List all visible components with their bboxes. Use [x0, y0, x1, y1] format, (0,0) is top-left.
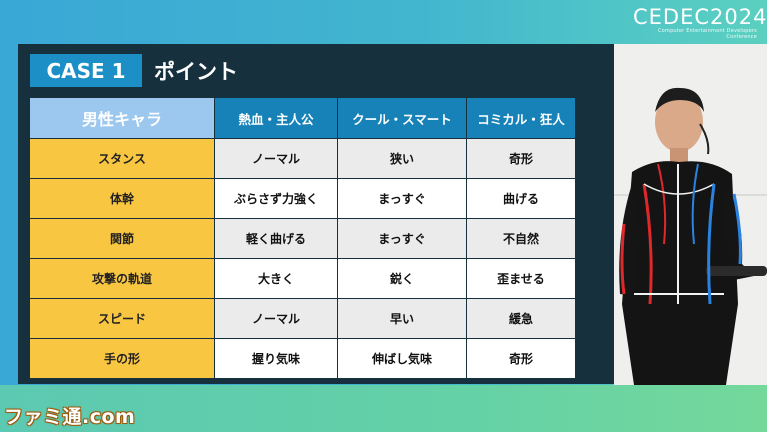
table-cell: 曲げる: [467, 179, 575, 218]
famitsu-watermark: ファミ通.com: [4, 406, 136, 428]
table-cell: 奇形: [467, 339, 575, 378]
row-header: 攻撃の軌道: [30, 259, 214, 298]
row-header: スタンス: [30, 139, 214, 178]
speaker-camera-feed: [614, 44, 767, 385]
column-header: 熱血・主人公: [215, 98, 337, 138]
table-cell: 早い: [338, 299, 466, 338]
row-header: 関節: [30, 219, 214, 258]
table-cell: ノーマル: [215, 299, 337, 338]
comparison-table: 男性キャラ 熱血・主人公 クール・スマート コミカル・狂人 スタンス ノーマル …: [30, 98, 575, 378]
table-cell: 鋭く: [338, 259, 466, 298]
cedec-wordmark: CEDEC2024: [633, 5, 767, 29]
table-cell: まっすぐ: [338, 219, 466, 258]
row-header: スピード: [30, 299, 214, 338]
table-cell: 軽く曲げる: [215, 219, 337, 258]
table-cell: ノーマル: [215, 139, 337, 178]
table-cell: 歪ませる: [467, 259, 575, 298]
column-header: コミカル・狂人: [467, 98, 575, 138]
column-header: クール・スマート: [338, 98, 466, 138]
slide-title: ポイント: [154, 60, 238, 84]
cedec-logo: CEDEC2024 Computer Entertainment Develop…: [633, 5, 767, 40]
table-cell: 握り気味: [215, 339, 337, 378]
row-header: 手の形: [30, 339, 214, 378]
speaker-figure: [614, 44, 767, 385]
table-cell: 不自然: [467, 219, 575, 258]
background-bottom-band: [0, 385, 767, 432]
presentation-slide: CASE 1 ポイント 男性キャラ 熱血・主人公 クール・スマート コミカル・狂…: [18, 44, 614, 384]
table-cell: ぶらさず力強く: [215, 179, 337, 218]
table-cell: 伸ばし気味: [338, 339, 466, 378]
case-label: CASE 1: [30, 54, 142, 87]
table-cell: まっすぐ: [338, 179, 466, 218]
cedec-tagline: Computer Entertainment Developers Confer…: [657, 28, 757, 40]
table-cell: 大きく: [215, 259, 337, 298]
table-corner-header: 男性キャラ: [30, 98, 214, 138]
table-cell: 狭い: [338, 139, 466, 178]
row-header: 体幹: [30, 179, 214, 218]
table-cell: 奇形: [467, 139, 575, 178]
table-cell: 緩急: [467, 299, 575, 338]
